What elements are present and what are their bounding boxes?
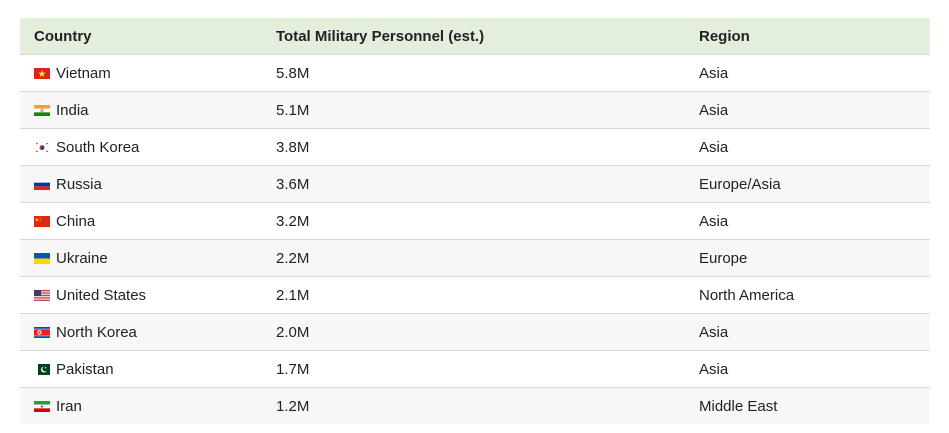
- personnel-value: 5.1M: [276, 101, 310, 119]
- personnel-value: 2.2M: [276, 249, 310, 267]
- country-name: Ukraine: [56, 249, 108, 267]
- table-row: North Korea 2.0M Asia: [20, 314, 930, 351]
- country-name: United States: [56, 286, 147, 304]
- region-value: Asia: [699, 323, 729, 341]
- personnel-value: 1.2M: [276, 397, 310, 415]
- country-name: Pakistan: [56, 360, 114, 378]
- country-name: South Korea: [56, 138, 140, 156]
- table-row: Iran 1.2M Middle East: [20, 388, 930, 424]
- usa-flag-icon: [34, 289, 50, 301]
- personnel-value: 1.7M: [276, 360, 310, 378]
- region-value: Europe/Asia: [699, 175, 781, 193]
- personnel-value: 2.1M: [276, 286, 310, 304]
- header-country: Country: [34, 27, 92, 45]
- china-flag-icon: [34, 215, 50, 227]
- personnel-value: 2.0M: [276, 323, 310, 341]
- header-region: Region: [699, 27, 750, 45]
- table-row: Russia 3.6M Europe/Asia: [20, 166, 930, 203]
- ukraine-flag-icon: [34, 252, 50, 264]
- table-row: Pakistan 1.7M Asia: [20, 351, 930, 388]
- country-name: Vietnam: [56, 64, 111, 82]
- india-flag-icon: [34, 104, 50, 116]
- table-header: Country Total Military Personnel (est.) …: [20, 18, 930, 55]
- country-name: Russia: [56, 175, 102, 193]
- table-row: Vietnam 5.8M Asia: [20, 55, 930, 92]
- region-value: Asia: [699, 101, 729, 119]
- table-row: South Korea 3.8M Asia: [20, 129, 930, 166]
- personnel-value: 3.8M: [276, 138, 310, 156]
- personnel-value: 3.6M: [276, 175, 310, 193]
- north-korea-flag-icon: [34, 326, 50, 338]
- header-personnel: Total Military Personnel (est.): [276, 27, 485, 45]
- table-row: China 3.2M Asia: [20, 203, 930, 240]
- country-name: India: [56, 101, 89, 119]
- region-value: Asia: [699, 360, 729, 378]
- region-value: Middle East: [699, 397, 778, 415]
- region-value: Asia: [699, 138, 729, 156]
- region-value: Asia: [699, 212, 729, 230]
- table-row: United States 2.1M North America: [20, 277, 930, 314]
- personnel-value: 3.2M: [276, 212, 310, 230]
- table-row: India 5.1M Asia: [20, 92, 930, 129]
- country-name: China: [56, 212, 96, 230]
- iran-flag-icon: [34, 400, 50, 412]
- vietnam-flag-icon: [34, 67, 50, 79]
- pakistan-flag-icon: [34, 363, 50, 375]
- russia-flag-icon: [34, 178, 50, 190]
- country-name: North Korea: [56, 323, 137, 341]
- south-korea-flag-icon: [34, 141, 50, 153]
- personnel-value: 5.8M: [276, 64, 310, 82]
- country-name: Iran: [56, 397, 82, 415]
- region-value: North America: [699, 286, 795, 304]
- region-value: Europe: [699, 249, 748, 267]
- table-row: Ukraine 2.2M Europe: [20, 240, 930, 277]
- region-value: Asia: [699, 64, 729, 82]
- military-personnel-table: Country Total Military Personnel (est.) …: [20, 18, 930, 424]
